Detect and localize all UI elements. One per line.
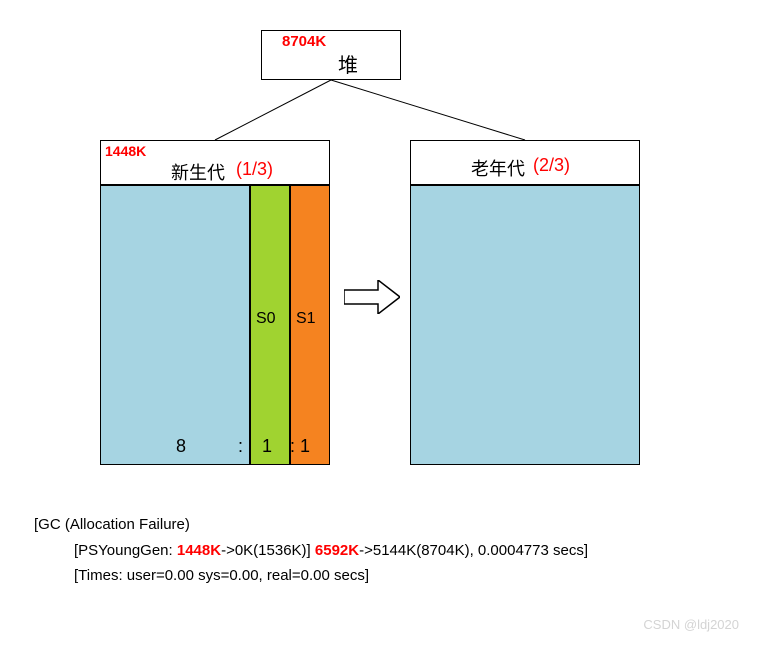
- s1-ratio: 1: [300, 436, 310, 457]
- gc-log-line2d: 6592K: [315, 542, 359, 559]
- watermark: CSDN @ldj2020: [643, 617, 739, 632]
- old-fraction: (2/3): [533, 155, 570, 176]
- gc-log-line2e: ->5144K(8704K), 0.0004773 secs]: [359, 542, 588, 559]
- promotion-arrow: [344, 280, 400, 314]
- s0-label: S0: [256, 310, 276, 328]
- gc-log-line2b: 1448K: [177, 542, 221, 559]
- eden-bar: [100, 185, 250, 465]
- old-header-box: 老年代 (2/3): [410, 140, 640, 185]
- s1-label: S1: [296, 310, 316, 328]
- young-size-label: 1448K: [105, 143, 146, 159]
- gc-log-line2c: ->0K(1536K)]: [221, 542, 315, 559]
- gc-log-line3: [Times: user=0.00 sys=0.00, real=0.00 se…: [34, 563, 588, 589]
- old-body-box: [410, 185, 640, 465]
- young-header-box: 1448K 新生代 (1/3): [100, 140, 330, 185]
- gc-log-line1: [GC (Allocation Failure): [34, 512, 588, 538]
- ratio-sep-2: :: [290, 436, 295, 457]
- ratio-sep-1: :: [238, 436, 243, 457]
- gc-log-line2a: [PSYoungGen:: [74, 542, 177, 559]
- eden-ratio: 8: [176, 436, 186, 457]
- young-fraction: (1/3): [236, 159, 273, 180]
- gc-log: [GC (Allocation Failure) [PSYoungGen: 14…: [34, 512, 588, 589]
- gc-log-line2: [PSYoungGen: 1448K->0K(1536K)] 6592K->51…: [34, 538, 588, 564]
- s0-ratio: 1: [262, 436, 272, 457]
- young-title: 新生代: [171, 159, 225, 185]
- old-title: 老年代: [471, 155, 525, 181]
